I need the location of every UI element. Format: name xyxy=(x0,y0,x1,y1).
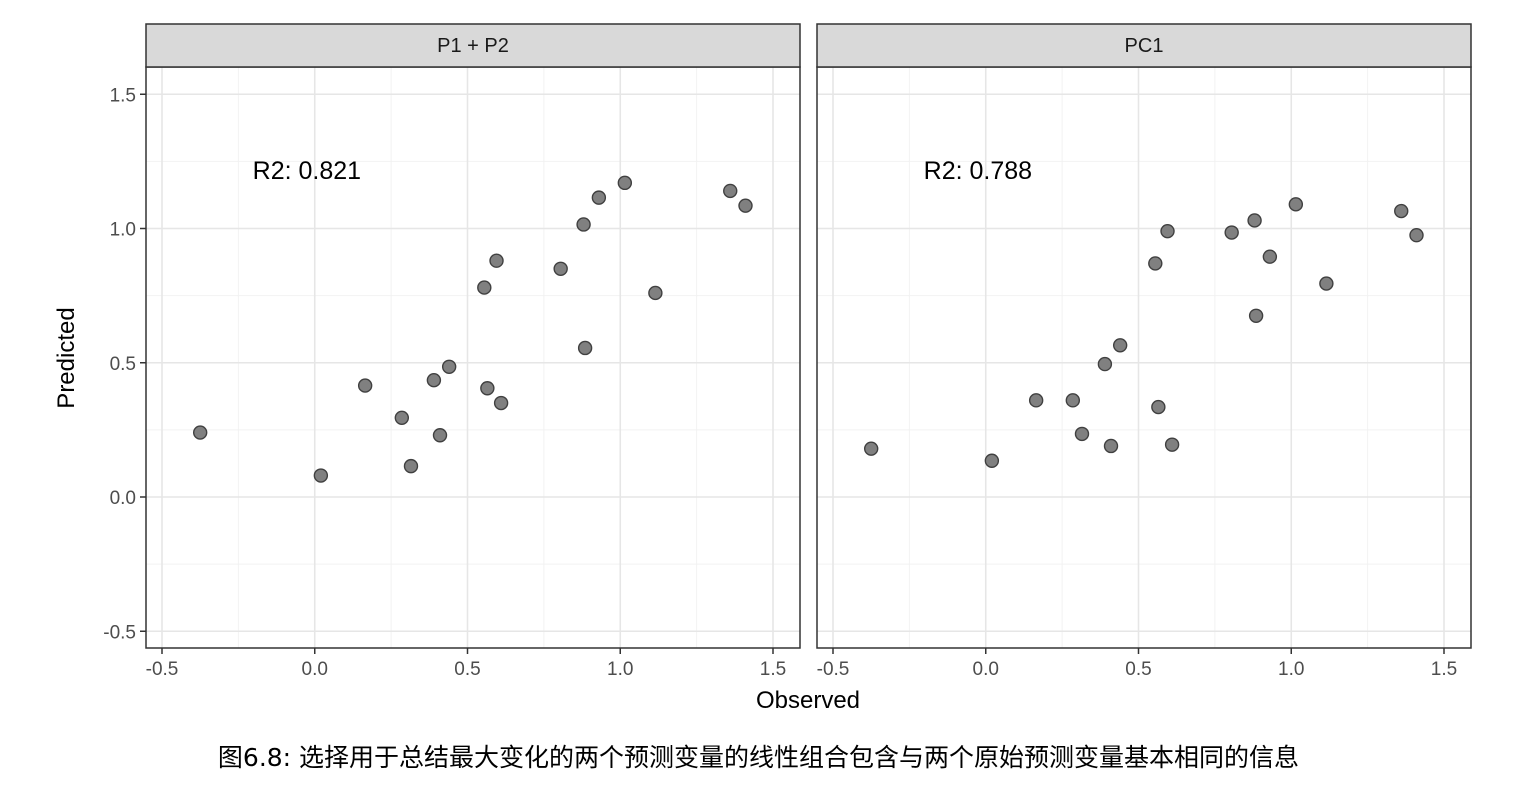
data-point xyxy=(1288,197,1304,212)
data-point xyxy=(403,458,419,474)
data-point xyxy=(617,175,633,191)
data-point xyxy=(1247,213,1262,228)
data-point xyxy=(1409,228,1424,243)
data-point xyxy=(1097,356,1113,372)
facet-strip xyxy=(145,23,801,68)
data-point xyxy=(1160,223,1175,239)
y-tick-label: 0.0 xyxy=(110,488,136,509)
data-point xyxy=(553,261,568,276)
data-point xyxy=(863,441,879,456)
data-point xyxy=(1262,249,1278,264)
data-point xyxy=(576,217,591,232)
data-point xyxy=(1103,438,1119,454)
data-point xyxy=(577,340,593,356)
x-tick-label: -0.5 xyxy=(146,659,179,680)
facet-strip xyxy=(816,23,1472,68)
x-tick-label: 1.0 xyxy=(607,659,633,680)
x-tick-label: -0.5 xyxy=(817,659,850,680)
data-point xyxy=(394,410,410,425)
facet-strip-label: PC1 xyxy=(1125,35,1164,57)
faceted-scatter-chart: P1 + P2 R2: 0.821 -0.5 0.0 0.5 1.0 1.5 PC1 R2: 0… xyxy=(53,23,1472,714)
data-point xyxy=(738,198,753,213)
y-tick-label: 0.5 xyxy=(110,354,136,375)
r2-annotation: R2: 0.788 xyxy=(924,157,1032,185)
panel-border xyxy=(145,66,801,649)
data-point xyxy=(1074,426,1090,442)
data-point xyxy=(1319,276,1334,291)
data-point xyxy=(1151,399,1166,415)
x-tick-label: 1.5 xyxy=(1431,659,1457,680)
y-tick-label: 1.0 xyxy=(110,220,136,241)
data-point xyxy=(1224,225,1239,240)
data-point xyxy=(489,253,504,268)
data-point xyxy=(480,381,495,396)
data-point xyxy=(1164,437,1180,452)
data-point xyxy=(591,190,607,205)
data-point xyxy=(357,378,373,393)
data-point xyxy=(984,453,1000,468)
data-point xyxy=(441,359,457,374)
data-point xyxy=(723,183,738,199)
data-point xyxy=(1112,338,1128,353)
data-point xyxy=(1248,308,1264,323)
y-tick-label: -0.5 xyxy=(103,622,136,643)
data-point xyxy=(426,373,442,388)
data-point xyxy=(313,468,329,483)
facet-strip-label: P1 + P2 xyxy=(437,35,509,57)
data-point xyxy=(1065,393,1081,408)
x-tick-label: 0.5 xyxy=(1125,659,1151,680)
x-tick-label: 0.0 xyxy=(302,659,328,680)
panels-layer: P1 + P2 R2: 0.821 -0.5 0.0 0.5 1.0 1.5 PC1 R2: 0… xyxy=(145,23,1472,680)
r2-annotation: R2: 0.821 xyxy=(253,157,361,185)
data-point xyxy=(1394,203,1409,219)
panel-2: PC1 R2: 0.788 -0.5 0.0 0.5 1.0 1.5 xyxy=(816,23,1472,680)
panel-border xyxy=(816,66,1472,649)
data-point xyxy=(432,428,448,443)
x-tick-label: 0.0 xyxy=(973,659,999,680)
data-point xyxy=(1028,393,1044,408)
data-point xyxy=(192,425,208,440)
y-axis-title: Predicted xyxy=(53,307,80,408)
x-tick-label: 0.5 xyxy=(454,659,480,680)
data-point xyxy=(648,285,663,301)
data-point xyxy=(493,395,509,411)
figure-caption: 图6.8: 选择用于总结最大变化的两个预测变量的线性组合包含与两个原始预测变量基… xyxy=(217,743,1300,772)
panel-1: P1 + P2 R2: 0.821 -0.5 0.0 0.5 1.0 1.5 xyxy=(145,23,801,680)
data-point xyxy=(1148,256,1163,271)
data-point xyxy=(477,280,492,295)
x-tick-label: 1.0 xyxy=(1278,659,1304,680)
y-axis: -0.5 0.0 0.5 1.0 1.5 xyxy=(103,85,146,643)
y-tick-label: 1.5 xyxy=(110,85,136,106)
x-tick-label: 1.5 xyxy=(760,659,786,680)
x-axis-title: Observed xyxy=(756,687,860,714)
